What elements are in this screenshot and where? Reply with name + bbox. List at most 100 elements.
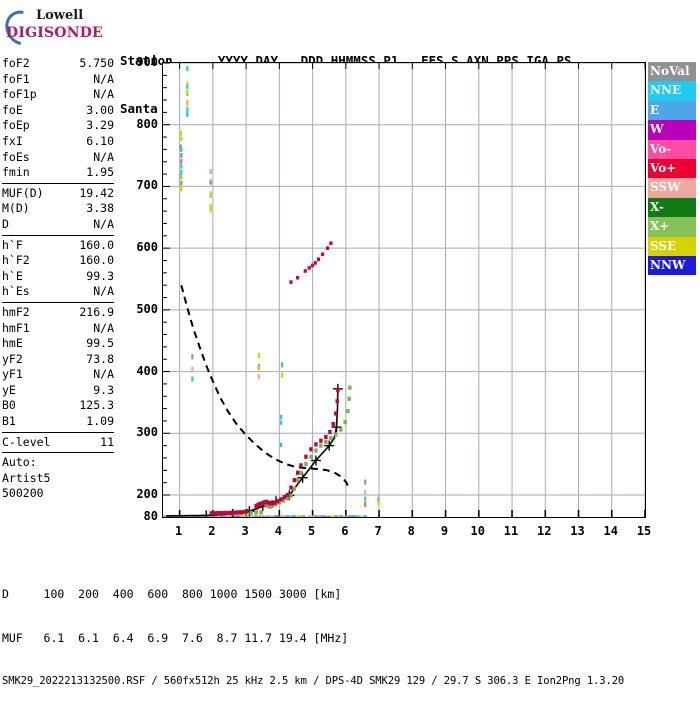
x-axis-tick-label: 8 [407, 524, 415, 538]
param-key: h`F2 [2, 253, 30, 268]
param-value: N/A [93, 87, 114, 102]
param-group-muf: MUF(D) 19.42 M(D) 3.38 D N/A [2, 186, 114, 236]
legend-item-e[interactable]: E [648, 100, 696, 121]
param-key: yF2 [2, 351, 23, 366]
param-row: MUF(D) 19.42 [2, 186, 114, 202]
legend-item-noval[interactable]: NoVal [648, 62, 696, 82]
y-axis-tick-label: 700 [136, 178, 158, 193]
legend-item-w[interactable]: W [648, 120, 696, 140]
x-axis-labels: 1 2 3 4 5 6 7 8 9 10 11 12 13 14 15 [174, 524, 652, 538]
param-key: fmin [2, 165, 30, 180]
param-row: D N/A [2, 217, 114, 233]
param-row: foEp 3.29 [2, 118, 114, 134]
trace-points [209, 387, 340, 516]
param-row: B0 125.3 [2, 398, 114, 414]
legend-item-ssw[interactable]: SSW [648, 178, 696, 198]
param-row: yF2 73.8 [2, 352, 114, 368]
ionospheric-parameters-panel: foF2 5.750 foF1 N/A foF1p N/A foE 3.00 foEp 3… [2, 56, 114, 506]
legend-item-x-[interactable]: X+ [648, 217, 696, 237]
doppler-legend: NoVal NNE E W Vo- Vo+ SSW X- X+ SSE NNW [648, 62, 696, 276]
param-row: M(D) 3.38 [2, 201, 114, 217]
param-value: 1.09 [86, 414, 114, 429]
param-group-profile: hmF2 216.9 hmF1 N/A hmE 99.5 yF2 73.8 yF1 N/A… [2, 305, 114, 433]
param-value: 6.10 [86, 133, 114, 148]
y-axis-tick-label: 800 [136, 116, 158, 131]
param-value: N/A [93, 71, 114, 86]
param-row: fxI 6.10 [2, 134, 114, 150]
x-axis-tick-label: 11 [503, 524, 519, 538]
param-value: 19.42 [79, 185, 114, 200]
legend-item-sse[interactable]: SSE [648, 236, 696, 256]
param-value: 3.29 [86, 118, 114, 133]
param-key: hmE [2, 336, 23, 351]
x-axis-tick-label: 3 [241, 524, 249, 538]
x-axis-tick-label: 15 [636, 524, 652, 538]
legend-item-vo-[interactable]: Vo+ [648, 158, 696, 179]
y-axis-tick-label: 80 [143, 509, 158, 523]
param-value: N/A [93, 320, 114, 335]
trace-points [289, 241, 333, 284]
param-key: foF1 [2, 71, 30, 86]
y-axis-tick-label: 600 [136, 240, 158, 255]
logo-lowell-text: Lowell [36, 8, 84, 23]
ionogram-page: Lowell DIGISONDE Station YYYY DAY DDD HH… [0, 4, 696, 687]
x-axis-tick-label: 7 [374, 524, 382, 538]
param-row: yE 9.3 [2, 383, 114, 399]
legend-item-nne[interactable]: NNE [648, 81, 696, 101]
param-row: hmE 99.5 [2, 336, 114, 352]
param-value: 9.3 [93, 382, 114, 397]
param-group-virtual-heights: h`F 160.0 h`F2 160.0 h`E 99.3 h`Es N/A [2, 238, 114, 303]
param-key: M(D) [2, 201, 30, 216]
param-value: N/A [93, 367, 114, 382]
param-row: foF2 5.750 [2, 56, 114, 72]
param-key: h`F [2, 237, 23, 252]
param-value: 5.750 [79, 56, 114, 70]
param-key: foF1p [2, 87, 37, 102]
param-value: N/A [93, 284, 114, 299]
param-row: h`F 160.0 [2, 238, 114, 254]
param-group-frequencies: foF2 5.750 foF1 N/A foF1p N/A foE 3.00 foEp 3… [2, 56, 114, 184]
auto-label: Auto: [2, 455, 37, 470]
param-row: foEs N/A [2, 150, 114, 166]
footer-info: D 100 200 400 600 800 1000 1500 3000 [km… [2, 558, 700, 718]
auto-program: Artist5 [2, 470, 51, 485]
param-row: hmF1 N/A [2, 321, 114, 337]
param-row: h`F2 160.0 [2, 253, 114, 269]
param-key: h`E [2, 268, 23, 283]
param-row: hmF2 216.9 [2, 305, 114, 321]
param-group-auto: Auto: Artist5 500200 [2, 455, 114, 504]
ionogram-plot[interactable] [162, 62, 646, 518]
param-row: h`Es N/A [2, 284, 114, 300]
x-axis-tick-label: 4 [274, 524, 282, 538]
y-axis-tick-label: 900 [136, 55, 158, 69]
footer-file-row: SMK29_2022213132500.RSF / 560fx512h 25 k… [2, 675, 625, 687]
true-height-curve [180, 284, 350, 488]
param-key: B1 [2, 414, 16, 429]
param-key: foEs [2, 149, 30, 164]
y-axis-tick-label: 200 [136, 487, 158, 501]
x-axis-tick-label: 2 [208, 524, 216, 538]
legend-item-x-[interactable]: X- [648, 197, 696, 218]
y-axis-tick-label: 500 [136, 301, 158, 316]
param-key: fxI [2, 133, 23, 148]
param-key: foF2 [2, 56, 30, 70]
param-key: yE [2, 382, 16, 397]
param-key: hmF2 [2, 304, 30, 319]
param-row: B1 1.09 [2, 414, 114, 430]
x-axis-tick-label: 14 [603, 524, 618, 538]
x-axis-tick-label: 13 [570, 524, 585, 538]
param-key: yF1 [2, 367, 23, 382]
param-key: C-level [2, 434, 51, 449]
footer-distance-row: D 100 200 400 600 800 1000 1500 3000 [km… [2, 587, 342, 601]
legend-item-vo-[interactable]: Vo- [648, 139, 696, 159]
param-key: MUF(D) [2, 185, 44, 200]
param-value: 160.0 [79, 253, 114, 268]
param-key: foEp [2, 118, 30, 133]
param-value: 216.9 [79, 304, 114, 319]
param-key: hmF1 [2, 320, 30, 335]
legend-item-nnw[interactable]: NNW [648, 255, 696, 276]
param-row: foF1p N/A [2, 87, 114, 103]
x-axis-tick-label: 1 [174, 524, 183, 538]
param-value: 160.0 [79, 237, 114, 252]
param-row: yF1 N/A [2, 367, 114, 383]
